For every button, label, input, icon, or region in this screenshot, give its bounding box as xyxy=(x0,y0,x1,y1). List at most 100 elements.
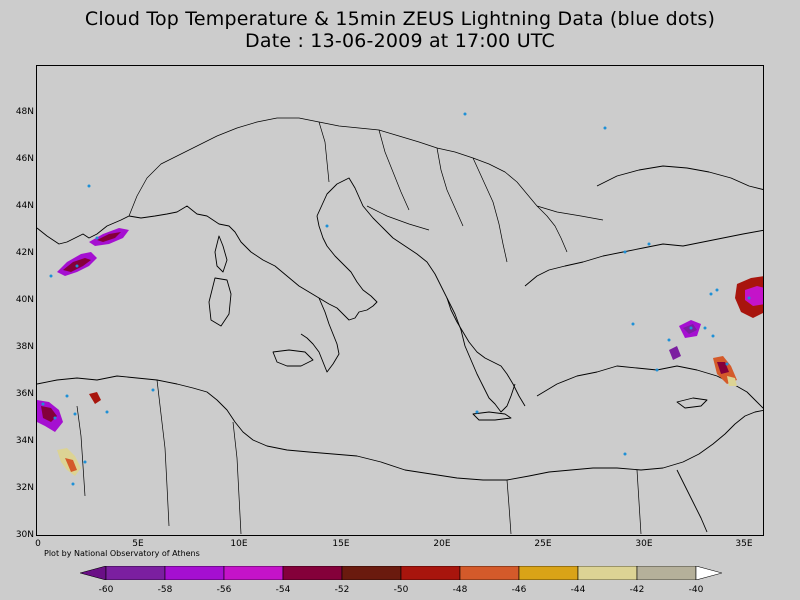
turkey-south-coast xyxy=(536,365,763,409)
lightning-dot xyxy=(105,410,109,414)
lon-label-25e: 25E xyxy=(534,539,552,549)
colorbar-label: -54 xyxy=(275,585,291,595)
lon-label-20e: 20E xyxy=(433,539,451,549)
lightning-dot xyxy=(53,416,57,420)
colorbar-over xyxy=(695,566,722,580)
cell-algeria-3-core xyxy=(65,458,77,472)
sicily xyxy=(272,349,314,367)
colorbar-cell xyxy=(282,566,343,580)
france-italy-coast xyxy=(128,205,378,321)
crete xyxy=(472,411,512,421)
lat-label-30n: 30N xyxy=(15,530,34,540)
lightning-dot xyxy=(65,394,69,398)
lightning-dot xyxy=(623,452,627,456)
lightning-dot xyxy=(475,410,479,414)
colorbar-under xyxy=(80,566,107,580)
colorbar-label: -52 xyxy=(334,585,350,595)
colorbar xyxy=(80,566,722,580)
lat-label-36n: 36N xyxy=(15,389,34,399)
lightning-dot xyxy=(623,250,627,254)
lightning-dot xyxy=(711,334,715,338)
lightning-dot xyxy=(87,184,91,188)
colorbar-label: -44 xyxy=(570,585,586,595)
cell-turkey-east-core xyxy=(745,286,763,306)
lat-label-40n: 40N xyxy=(15,295,34,305)
lightning-dot xyxy=(647,242,651,246)
sardinia xyxy=(208,277,232,327)
lightning-dot xyxy=(49,274,53,278)
lon-label-10e: 10E xyxy=(230,539,248,549)
lightning-dot xyxy=(75,264,79,268)
title-block: Cloud Top Temperature & 15min ZEUS Light… xyxy=(0,8,800,52)
cell-catalonia-2-core xyxy=(97,232,121,242)
lat-label-46n: 46N xyxy=(15,154,34,164)
lon-label-15e: 15E xyxy=(332,539,350,549)
colorbar-label: -56 xyxy=(216,585,232,595)
lat-label-32n: 32N xyxy=(15,483,34,493)
lat-label-34n: 34N xyxy=(15,436,34,446)
lon-label-30e: 30E xyxy=(635,539,653,549)
lat-label-48n: 48N xyxy=(15,107,34,117)
black-sea-coast xyxy=(596,165,763,190)
lightning-dot xyxy=(747,296,751,300)
lightning-dot xyxy=(83,460,87,464)
lightning-dot xyxy=(725,362,729,366)
cyprus xyxy=(676,397,708,409)
lightning-dot xyxy=(41,402,45,406)
greece-coast xyxy=(446,297,516,413)
colorbar-cell xyxy=(518,566,579,580)
colorbar-label: -40 xyxy=(688,585,704,595)
balkan-coast xyxy=(316,177,526,407)
colorbar-cell xyxy=(400,566,461,580)
borders xyxy=(76,117,642,535)
lon-label-5e: 5E xyxy=(132,539,144,549)
lightning-dot xyxy=(95,236,99,240)
cell-turkey-south xyxy=(669,346,681,360)
lightning-dot xyxy=(73,412,77,416)
colorbar-cell xyxy=(577,566,638,580)
lightning-dot xyxy=(655,368,659,372)
lightning-dot xyxy=(71,482,75,486)
iberia-coast xyxy=(37,215,130,245)
lightning-dots xyxy=(41,112,751,486)
title-line-1: Cloud Top Temperature & 15min ZEUS Light… xyxy=(84,8,716,30)
italy-south xyxy=(300,297,340,373)
cell-algeria-1-core xyxy=(41,406,57,422)
lat-label-42n: 42N xyxy=(15,248,34,258)
colorbar-label: -48 xyxy=(452,585,468,595)
map-svg xyxy=(37,112,763,535)
lightning-dot xyxy=(715,288,719,292)
coastlines xyxy=(37,117,763,535)
map-frame xyxy=(36,65,764,536)
colorbar-label: -46 xyxy=(511,585,527,595)
lightning-dot xyxy=(631,322,635,326)
turkey-coast xyxy=(524,229,763,287)
lightning-dot xyxy=(709,292,713,296)
cell-algeria-2 xyxy=(89,392,101,404)
colorbar-label: -42 xyxy=(629,585,645,595)
lon-label-0: 0 xyxy=(35,539,41,549)
lon-label-35e: 35E xyxy=(735,539,753,549)
lightning-dot xyxy=(689,326,693,330)
corsica xyxy=(214,235,228,273)
colorbar-cell xyxy=(223,566,284,580)
lightning-dot xyxy=(463,112,467,116)
colorbar-cell xyxy=(341,566,402,580)
lightning-dot xyxy=(603,126,607,130)
colorbar-cell xyxy=(636,566,697,580)
lat-label-44n: 44N xyxy=(15,201,34,211)
colorbar-cell xyxy=(105,566,166,580)
colorbar-label: -60 xyxy=(98,585,114,595)
sinai-coast xyxy=(676,469,708,533)
lightning-dot xyxy=(703,326,707,330)
colorbar-cell xyxy=(459,566,520,580)
colorbar-cell xyxy=(164,566,225,580)
cell-turkey-se-halo xyxy=(727,376,737,386)
lightning-dot xyxy=(151,388,155,392)
lightning-dot xyxy=(667,338,671,342)
colorbar-label: -50 xyxy=(393,585,409,595)
lightning-dot xyxy=(325,224,329,228)
title-line-2: Date : 13-06-2009 at 17:00 UTC xyxy=(245,30,555,52)
colorbar-label: -58 xyxy=(157,585,173,595)
credit-text: Plot by National Observatory of Athens xyxy=(44,549,200,558)
